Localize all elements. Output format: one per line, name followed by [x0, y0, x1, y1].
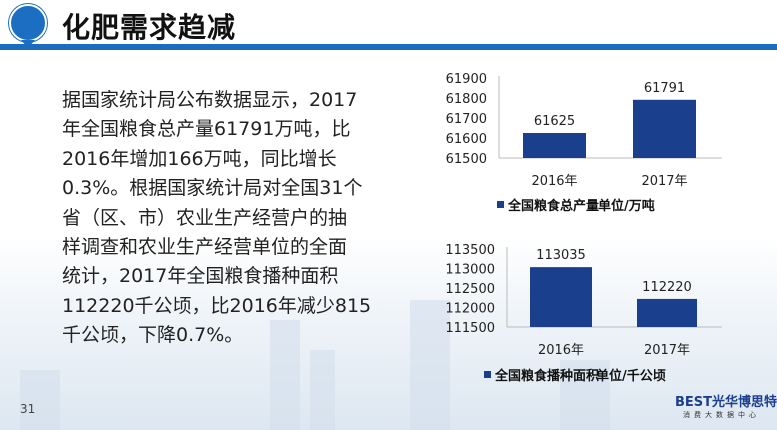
city-background-building — [560, 360, 610, 430]
city-background-building — [20, 370, 60, 430]
city-background-building — [410, 300, 450, 430]
title-divider — [0, 44, 777, 50]
y-tick-label: 111500 — [445, 321, 495, 336]
bar-2016年 — [523, 133, 586, 158]
bar-2016年 — [530, 267, 592, 327]
brand-name: BEST光华博思特 — [675, 395, 777, 410]
farm-tractor-pin-icon — [9, 4, 47, 42]
data-label: 112220 — [642, 280, 692, 295]
legend-swatch — [497, 201, 504, 208]
body-line: 年全国粮食总产量61791万吨，比 — [62, 118, 351, 141]
brand-subtitle: 消费大数据中心 — [683, 411, 760, 419]
x-tick-label: 2016年 — [538, 343, 584, 358]
bar-2017年 — [633, 99, 696, 158]
body-line: 112220千公顷，比2016年减少815 — [62, 294, 372, 317]
legend-label: 全国粮食播种面积 — [494, 368, 599, 384]
y-tick-label: 61500 — [446, 152, 487, 167]
bar-2017年 — [637, 298, 697, 327]
legend-label: 全国粮食总产量 — [507, 198, 599, 214]
y-tick-label: 112000 — [445, 302, 495, 317]
body-line: 样调查和农业生产经营单位的全面 — [62, 236, 348, 259]
body-line: 0.3%。根据国家统计局对全国31个 — [62, 177, 363, 200]
body-paragraph: 据国家统计局公布数据显示，2017 年全国粮食总产量61791万吨，比 2016年增… — [62, 86, 371, 351]
page-number: 31 — [20, 402, 36, 416]
x-tick-label: 2017年 — [641, 174, 687, 189]
page-title: 化肥需求趋减 — [62, 11, 237, 44]
city-background-building — [270, 320, 300, 430]
unit-label: 单位/万吨 — [598, 198, 655, 214]
y-tick-label: 113000 — [445, 263, 495, 278]
body-line: 2016年增加166万吨，同比增长 — [62, 147, 337, 170]
body-line: 据国家统计局公布数据显示，2017 — [62, 89, 358, 111]
x-tick-label: 2017年 — [644, 343, 690, 358]
unit-label: 单位/千公顷 — [596, 368, 666, 384]
data-label: 113035 — [536, 248, 586, 263]
y-tick-label: 61700 — [446, 112, 487, 127]
data-label: 61625 — [534, 114, 575, 129]
legend-swatch — [484, 371, 491, 378]
body-line: 统计，2017年全国粮食播种面积 — [62, 265, 339, 288]
y-tick-label: 61900 — [446, 72, 487, 87]
body-line: 千公顷，下降0.7%。 — [62, 324, 244, 347]
y-tick-label: 112500 — [445, 282, 495, 297]
y-tick-label: 61600 — [446, 132, 487, 147]
brand-logo: BEST光华博思特 消费大数据中心 — [675, 391, 777, 420]
x-tick-label: 2016年 — [531, 174, 577, 189]
city-background-building — [310, 350, 335, 430]
data-label: 61791 — [644, 81, 685, 96]
y-tick-label: 61800 — [446, 92, 487, 107]
body-line: 省（区、市）农业生产经营户的抽 — [62, 206, 348, 229]
y-tick-label: 113500 — [445, 243, 495, 258]
